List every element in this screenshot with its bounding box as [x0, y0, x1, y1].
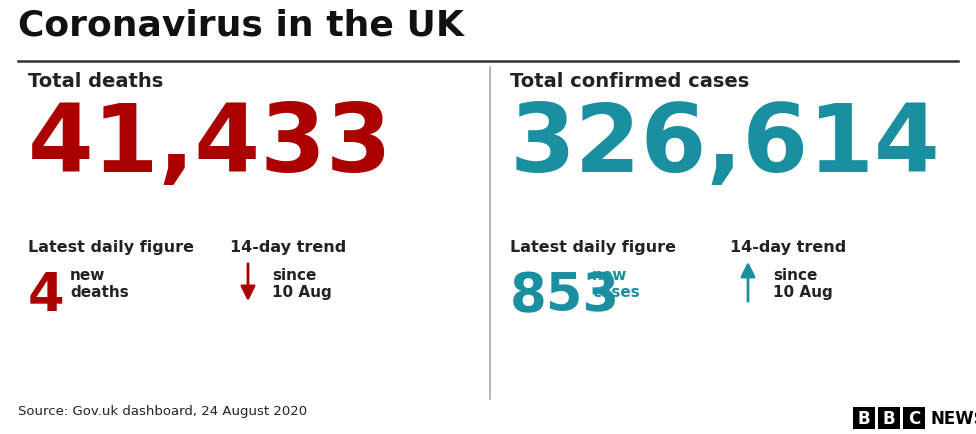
Text: Source: Gov.uk dashboard, 24 August 2020: Source: Gov.uk dashboard, 24 August 2020: [18, 404, 307, 417]
Text: since: since: [773, 267, 817, 283]
FancyBboxPatch shape: [903, 407, 925, 429]
Text: C: C: [908, 409, 920, 427]
Text: new: new: [70, 267, 105, 283]
Text: 4: 4: [28, 270, 64, 321]
Text: NEWS: NEWS: [930, 409, 976, 427]
Text: deaths: deaths: [70, 284, 129, 299]
Text: Latest daily figure: Latest daily figure: [510, 240, 676, 254]
FancyBboxPatch shape: [853, 407, 875, 429]
Text: B: B: [858, 409, 871, 427]
Text: 14-day trend: 14-day trend: [230, 240, 346, 254]
Text: Coronavirus in the UK: Coronavirus in the UK: [18, 8, 464, 42]
Text: since: since: [272, 267, 316, 283]
Text: 10 Aug: 10 Aug: [773, 284, 833, 299]
Text: B: B: [882, 409, 895, 427]
Text: 14-day trend: 14-day trend: [730, 240, 846, 254]
Text: 10 Aug: 10 Aug: [272, 284, 332, 299]
Text: new: new: [592, 267, 628, 283]
FancyBboxPatch shape: [878, 407, 900, 429]
Text: 326,614: 326,614: [510, 100, 941, 191]
Text: 853: 853: [510, 270, 620, 321]
Text: cases: cases: [592, 284, 639, 299]
Text: Total confirmed cases: Total confirmed cases: [510, 72, 750, 91]
Text: 41,433: 41,433: [28, 100, 392, 191]
Text: Latest daily figure: Latest daily figure: [28, 240, 194, 254]
Text: Total deaths: Total deaths: [28, 72, 163, 91]
